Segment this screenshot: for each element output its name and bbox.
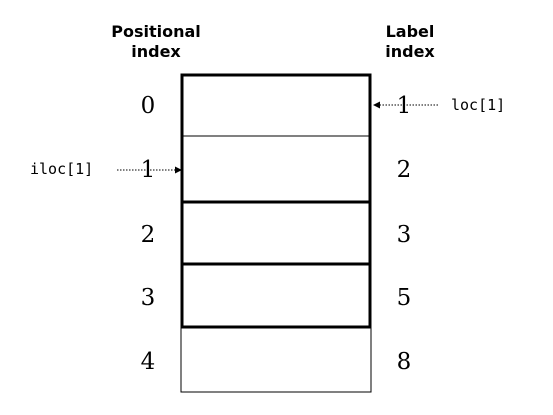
position-4: 4 [140,349,156,375]
loc-annotation: loc[1] [451,96,506,114]
position-2: 2 [140,222,156,248]
label-2: 3 [396,222,412,248]
positional-header-line2: index [131,42,181,61]
cell-row-0 [180,73,372,137]
cell-row-3 [180,263,372,329]
position-1: 1 [140,157,156,183]
position-0: 0 [140,93,156,119]
cell-row-4 [180,327,372,393]
label-index-header: Label index [370,22,450,62]
positional-header-line1: Positional [111,22,201,41]
positional-index-header: Positional index [96,22,216,62]
cell-row-2 [180,201,372,265]
label-1: 2 [396,157,412,183]
position-3: 3 [140,285,156,311]
label-4: 8 [396,349,412,375]
label-3: 5 [396,285,412,311]
label-0: 1 [396,93,412,119]
loc-arrow-head [373,101,380,109]
label-header-line2: index [385,42,435,61]
iloc-arrow-head [175,166,182,174]
cell-row-1 [180,135,372,203]
label-header-line1: Label [385,22,435,41]
iloc-annotation: iloc[1] [30,160,94,178]
